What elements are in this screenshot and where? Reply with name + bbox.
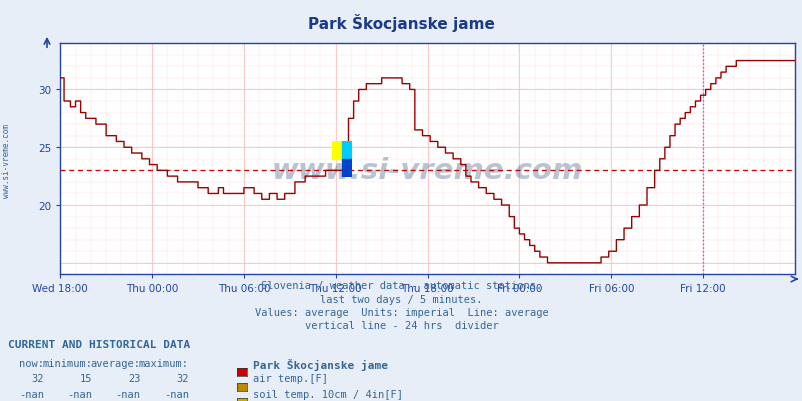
Text: minimum:: minimum: — [43, 358, 92, 368]
Text: -nan: -nan — [164, 389, 188, 399]
Text: 32: 32 — [176, 373, 188, 383]
Bar — [331, 142, 342, 160]
Text: last two days / 5 minutes.: last two days / 5 minutes. — [320, 294, 482, 304]
Text: -nan: -nan — [115, 389, 140, 399]
Text: 32: 32 — [31, 373, 44, 383]
Text: Slovenia / weather data - automatic stations.: Slovenia / weather data - automatic stat… — [261, 281, 541, 291]
Text: Park Škocjanske jame: Park Škocjanske jame — [308, 14, 494, 32]
Text: www.si-vreme.com: www.si-vreme.com — [2, 124, 11, 197]
Text: average:: average: — [91, 358, 140, 368]
Text: Park Škocjanske jame: Park Škocjanske jame — [253, 358, 387, 370]
Text: CURRENT AND HISTORICAL DATA: CURRENT AND HISTORICAL DATA — [8, 339, 190, 349]
Text: soil temp. 10cm / 4in[F]: soil temp. 10cm / 4in[F] — [253, 389, 403, 399]
Text: maximum:: maximum: — [139, 358, 188, 368]
Text: 23: 23 — [128, 373, 140, 383]
Bar — [342, 142, 351, 160]
Text: now:: now: — [19, 358, 44, 368]
Text: 15: 15 — [79, 373, 92, 383]
Text: -nan: -nan — [19, 389, 44, 399]
Text: www.si-vreme.com: www.si-vreme.com — [272, 157, 582, 185]
Text: -nan: -nan — [67, 389, 92, 399]
Text: Values: average  Units: imperial  Line: average: Values: average Units: imperial Line: av… — [254, 307, 548, 317]
Text: air temp.[F]: air temp.[F] — [253, 373, 327, 383]
Text: vertical line - 24 hrs  divider: vertical line - 24 hrs divider — [304, 320, 498, 330]
Bar — [342, 160, 351, 178]
